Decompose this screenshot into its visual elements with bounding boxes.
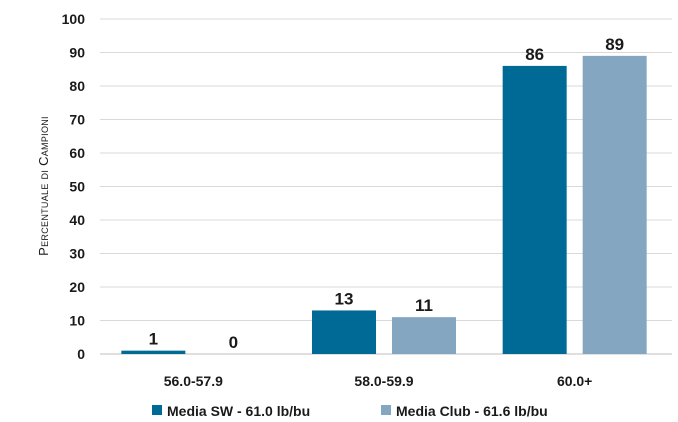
legend-item: Media Club - 61.6 lb/bu — [381, 403, 548, 419]
gridlines — [100, 18, 672, 355]
y-tick-label: 90 — [69, 45, 85, 61]
legend-label: Media SW - 61.0 lb/bu — [167, 403, 310, 419]
y-tick-label: 40 — [69, 212, 85, 228]
y-tick-label: 60 — [69, 145, 85, 161]
y-tick-label: 100 — [62, 11, 86, 27]
legend-label: Media Club - 61.6 lb/bu — [396, 403, 548, 419]
x-category-label: 56.0-57.9 — [164, 373, 223, 389]
data-label: 13 — [335, 289, 354, 308]
data-label: 11 — [415, 296, 433, 315]
data-labels: 1 0 13 11 86 89 — [149, 35, 625, 352]
y-tick-label: 70 — [69, 112, 85, 128]
bar — [312, 310, 376, 354]
bar — [502, 65, 567, 355]
y-tick-label: 0 — [77, 346, 85, 362]
y-tick-label: 10 — [69, 313, 85, 329]
y-tick-label: 20 — [69, 279, 85, 295]
bar — [121, 350, 186, 354]
data-label: 86 — [525, 45, 544, 64]
bar — [582, 55, 647, 354]
bar — [392, 317, 456, 354]
legend-swatch — [152, 405, 162, 415]
bars — [121, 55, 647, 355]
legend-swatch — [381, 405, 391, 415]
data-label: 89 — [605, 35, 624, 54]
legend-item: Media SW - 61.0 lb/bu — [152, 403, 310, 419]
x-category-label: 60.0+ — [557, 373, 592, 389]
y-tick-label: 80 — [69, 78, 85, 94]
x-category-label: 58.0-59.9 — [354, 373, 413, 389]
legend: Media SW - 61.0 lb/bu Media Club - 61.6 l… — [152, 403, 548, 419]
data-label: 0 — [229, 333, 238, 352]
y-axis-label: Percentuale di Campioni — [36, 116, 51, 256]
x-axis-categories: 56.0-57.9 58.0-59.9 60.0+ — [164, 373, 593, 389]
y-tick-label: 50 — [69, 179, 85, 195]
data-label: 1 — [149, 330, 158, 349]
y-tick-label: 30 — [69, 246, 85, 262]
y-axis-ticks: 0 10 20 30 40 50 60 70 80 90 100 — [62, 11, 86, 362]
